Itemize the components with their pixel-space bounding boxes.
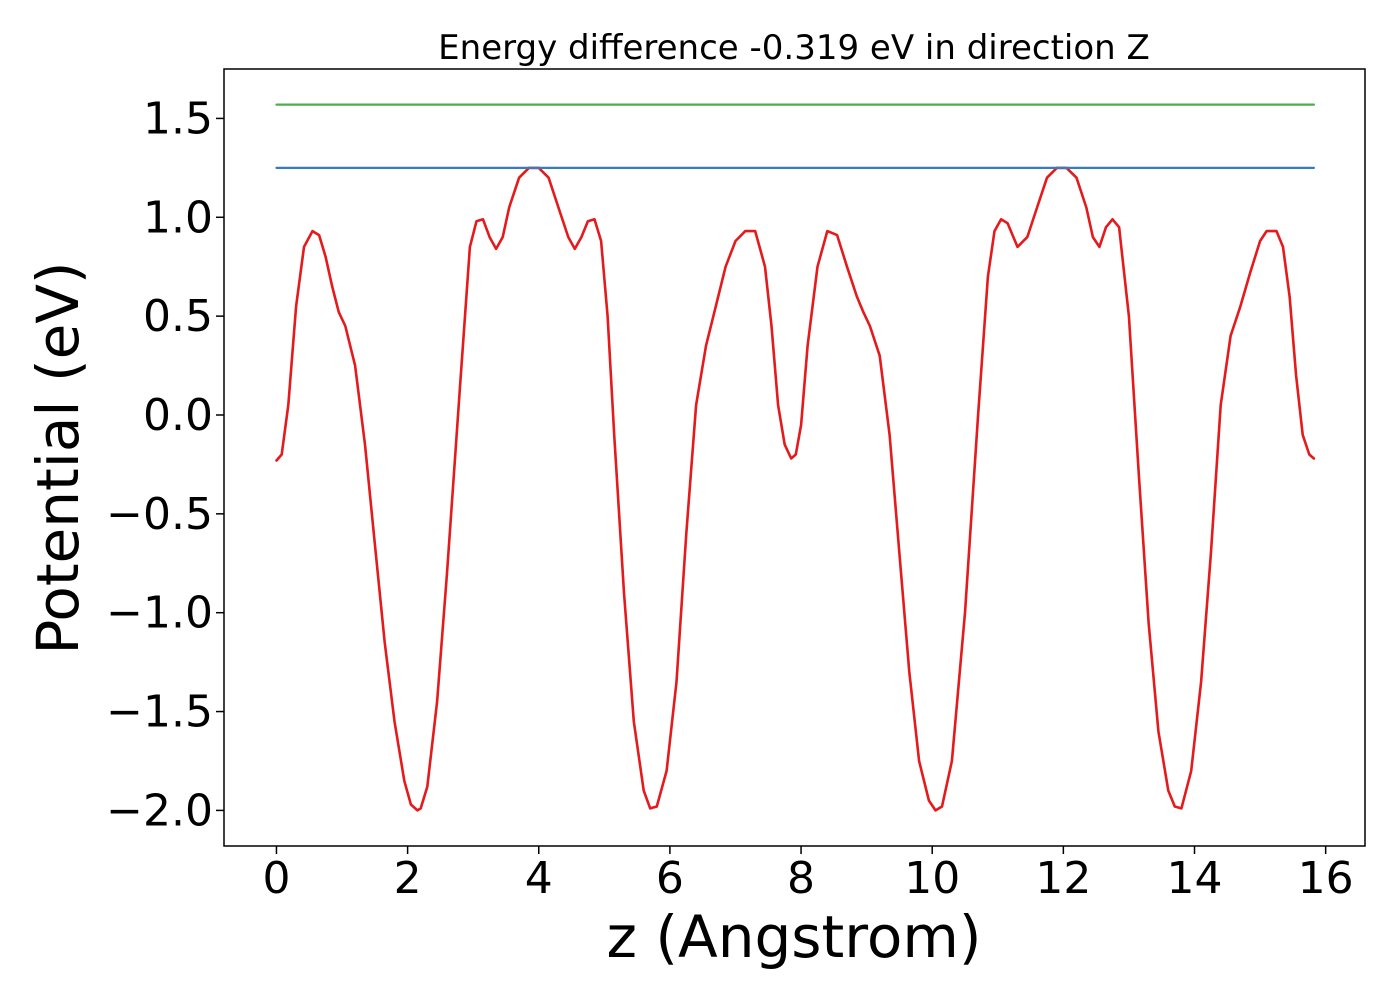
plot-frame [223,68,1366,847]
y-axis-label: Potential (eV) [24,261,92,654]
y-tick-label: −1.5 [106,687,213,738]
x-axis-ticks: 0 2 4 6 8 10 12 14 16 [262,846,1354,904]
y-axis-ticks: 1.5 1.0 0.5 0.0 −0.5 −1.0 −1.5 −2.0 [106,93,224,836]
y-tick-label: 0.5 [143,291,213,342]
x-tick-label: 2 [394,853,422,904]
series-line-potential [275,166,1316,812]
y-tick-label: 1.0 [143,192,213,243]
x-axis-label: z (Angstrom) [607,903,982,971]
chart-title: Energy difference -0.319 eV in direction… [438,28,1150,68]
series-layer [275,103,1316,812]
y-tick-label: −0.5 [106,489,213,540]
x-tick-label: 0 [262,853,290,904]
x-tick-label: 14 [1167,853,1223,904]
x-tick-label: 10 [904,853,960,904]
x-tick-label: 6 [656,853,684,904]
x-tick-label: 12 [1035,853,1091,904]
y-tick-label: −1.0 [106,588,213,639]
x-tick-label: 4 [525,853,553,904]
y-tick-label: 0.0 [143,390,213,441]
x-tick-label: 8 [787,853,815,904]
x-tick-label: 16 [1298,853,1354,904]
y-tick-label: −2.0 [106,785,213,836]
y-tick-label: 1.5 [143,93,213,144]
